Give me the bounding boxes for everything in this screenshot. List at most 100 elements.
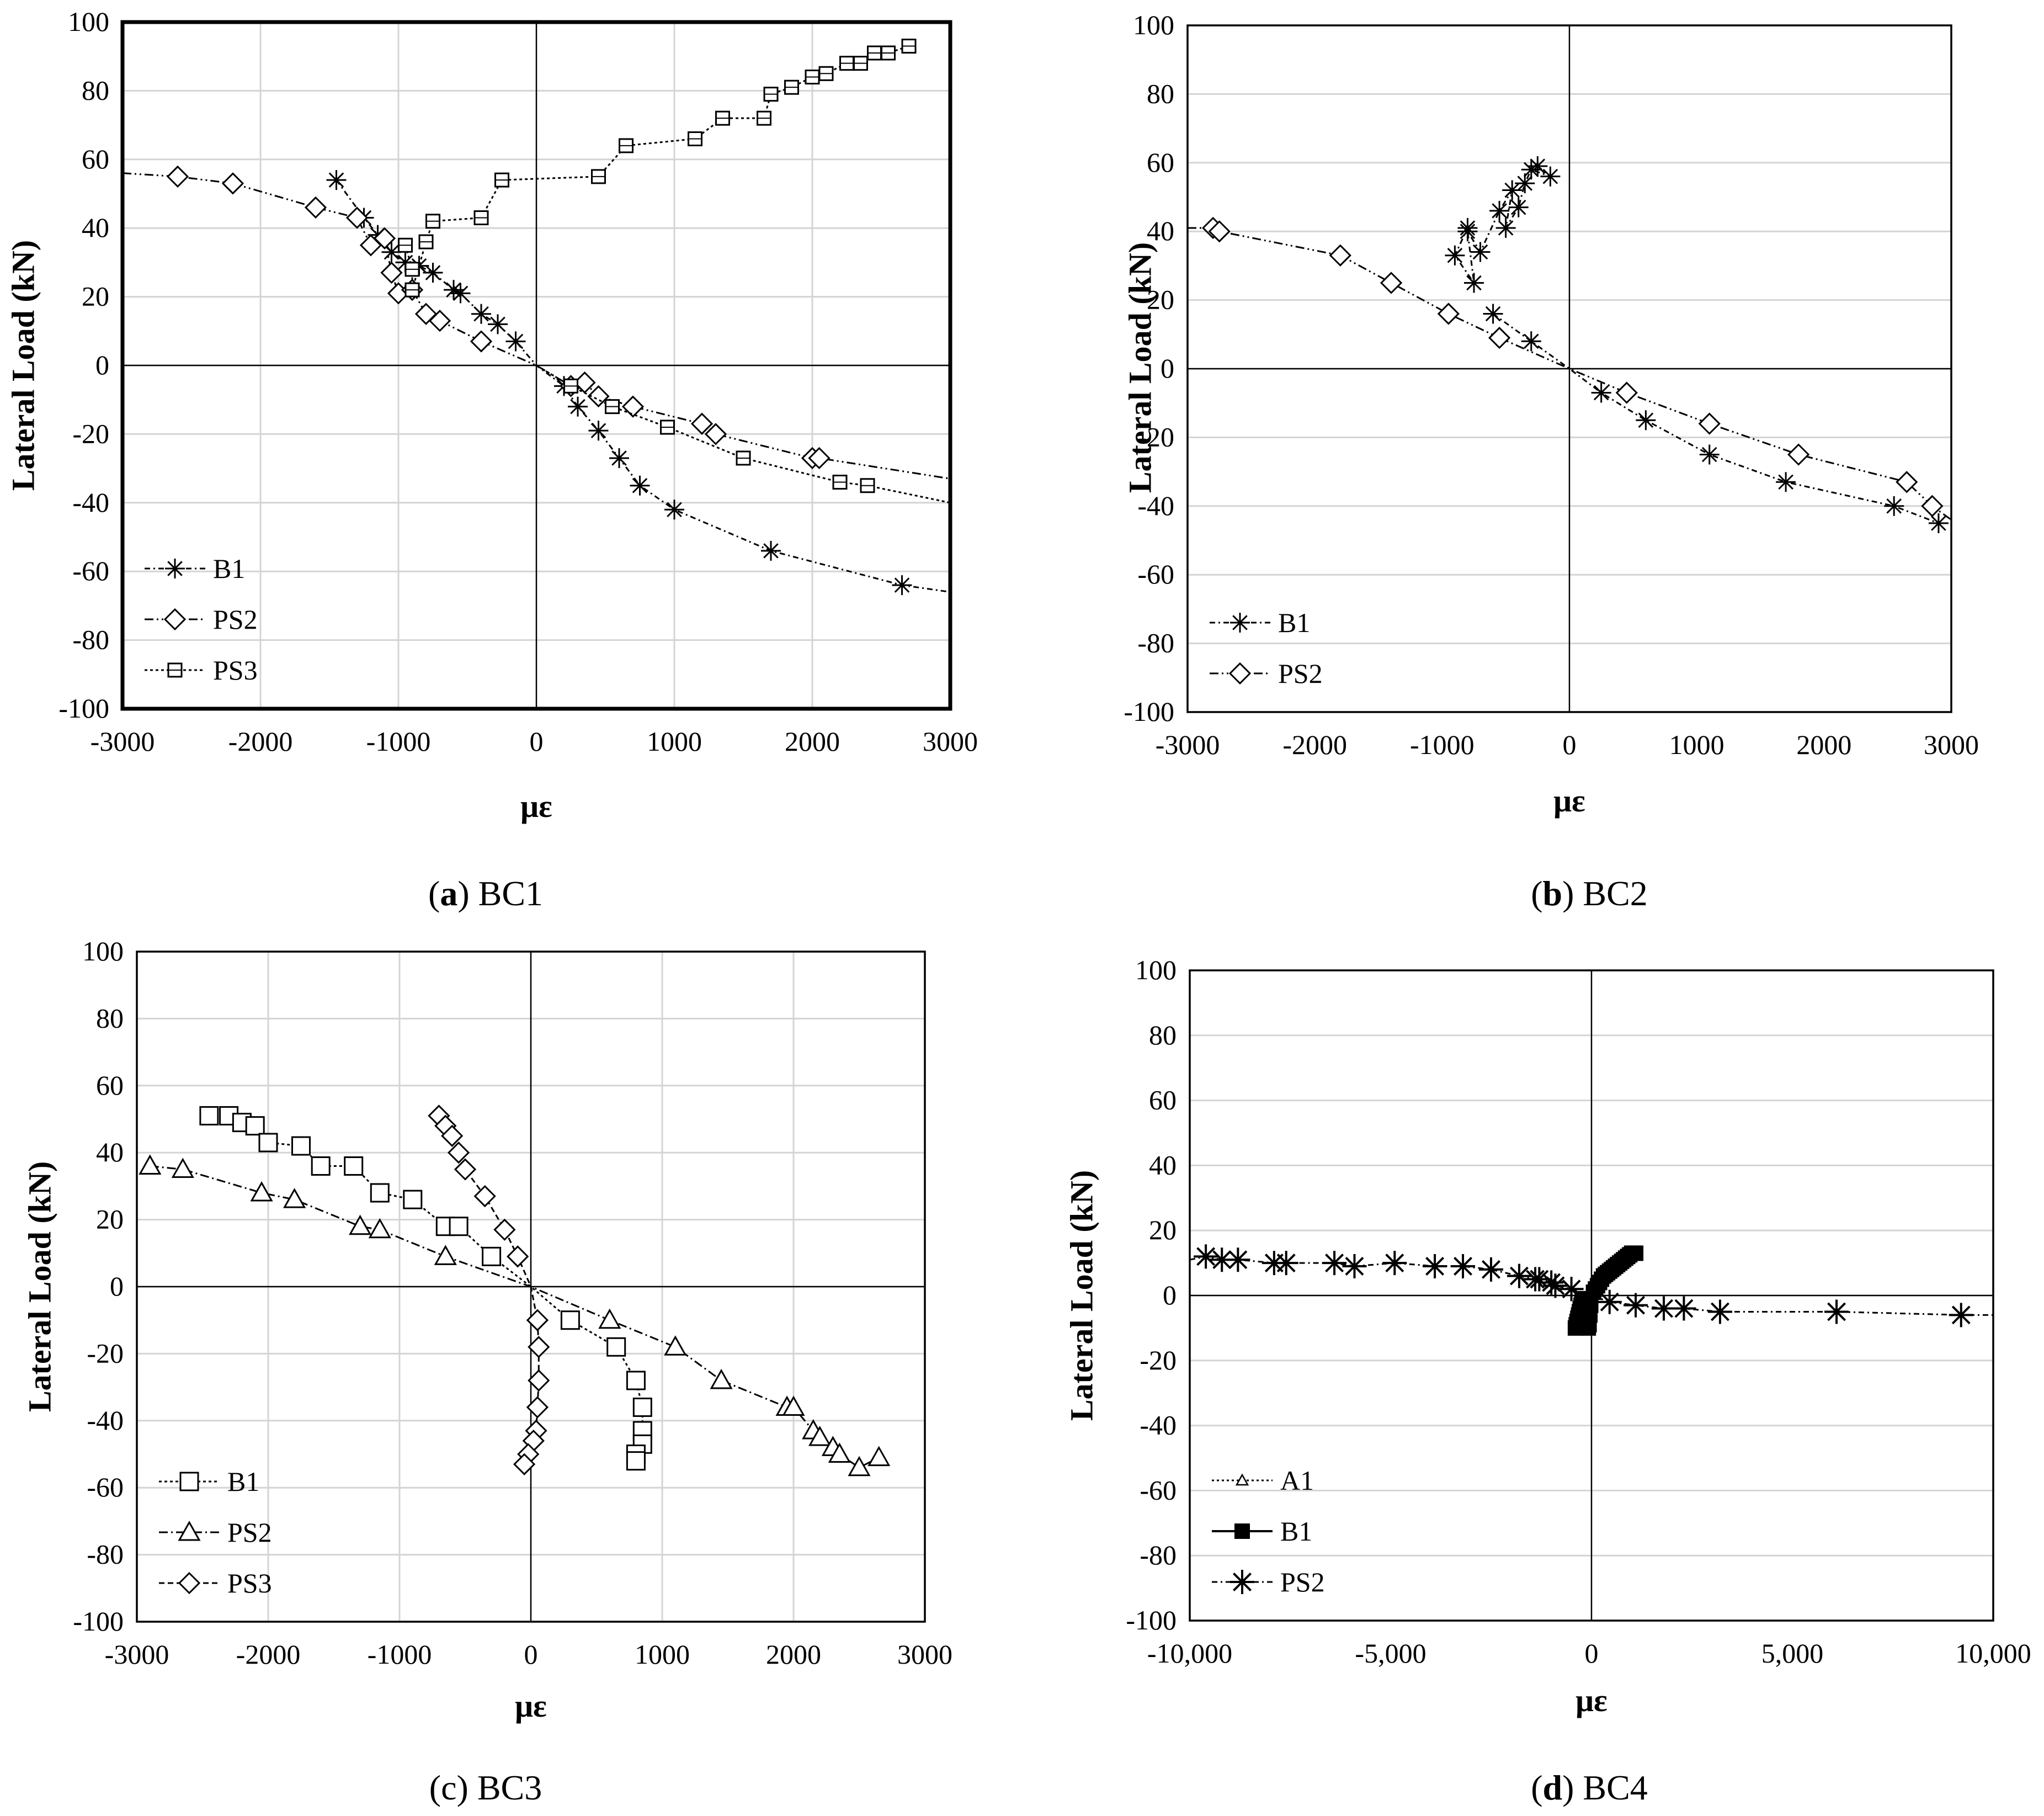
data-point-PS2 (664, 1335, 687, 1356)
y-tick-label: -40 (1140, 1410, 1177, 1441)
y-tick-label: 0 (1163, 1279, 1177, 1310)
y-tick-label: -100 (58, 693, 109, 724)
legend: A1 B1 PS2 (1212, 1465, 1325, 1597)
y-tick-label: -40 (72, 487, 109, 518)
plot-frame (120, 20, 952, 711)
x-axis-title: με (1553, 783, 1585, 819)
data-point-B1 (471, 304, 491, 324)
data-point-PS3 (418, 234, 434, 249)
caption-name: BC4 (1583, 1768, 1647, 1807)
data-point-PS3 (447, 1141, 470, 1164)
data-point-B1 (403, 1190, 423, 1209)
legend-marker-PS3 (178, 1571, 201, 1595)
caption: (c) BC3 (429, 1768, 542, 1807)
y-tick-label: -80 (87, 1539, 124, 1570)
data-point-PS3 (818, 66, 834, 81)
y-tick-label: 80 (1149, 1019, 1177, 1050)
data-point-B1 (630, 475, 650, 496)
data-point-PS3 (454, 1158, 477, 1181)
data-point-PS2 (704, 423, 727, 445)
legend-label-B1: B1 (213, 553, 245, 584)
data-point-PS2 (1824, 1299, 1849, 1324)
y-tick-label: 80 (96, 1002, 124, 1033)
data-point-PS2 (1559, 1277, 1584, 1302)
series-line-PS3 (438, 1115, 540, 1465)
x-tick-label: -5,000 (1355, 1638, 1426, 1669)
data-point-B1 (1540, 166, 1561, 187)
legend-label-PS2: PS2 (227, 1517, 272, 1548)
data-point-PS3 (404, 282, 420, 298)
data-point-PS2 (171, 1157, 194, 1178)
data-point-PS3 (763, 87, 779, 102)
data-point-PS2 (1921, 495, 1944, 517)
caption-letter: c (441, 1768, 456, 1807)
y-tick-label: -60 (1140, 1474, 1177, 1505)
data-point-B1 (664, 500, 684, 520)
chart-panel-a: -100 -80 -60 -40 -20 0 20 40 60 80 100 -3000 -2000 -1… (6, 6, 978, 913)
data-point-PS2 (1787, 443, 1810, 466)
legend-marker-PS2 (178, 1520, 201, 1541)
data-point-B1 (892, 575, 912, 596)
data-point-PS2 (1274, 1251, 1298, 1276)
data-point-PS3 (867, 45, 882, 61)
data-point-PS2 (1423, 1254, 1447, 1278)
x-tick-label: 5,000 (1761, 1638, 1824, 1669)
chart-panel-c: -100 -80 -60 -40 -20 0 20 40 60 80 100 -3000 -2000 -1… (22, 936, 953, 1807)
data-point-PS2 (470, 330, 493, 353)
y-tick-label: 80 (1147, 78, 1174, 109)
data-point-PS2 (1322, 1251, 1347, 1276)
data-point-B1 (1776, 472, 1796, 492)
data-point-PS3 (473, 210, 489, 226)
data-point-PS3 (901, 39, 917, 54)
data-point-PS3 (832, 474, 848, 490)
x-tick-label: 2000 (766, 1639, 821, 1670)
data-point-PS2 (250, 1181, 273, 1202)
y-tick-label: -20 (87, 1337, 124, 1368)
data-point-PS2 (1698, 412, 1721, 435)
data-point-PS2 (1949, 1303, 1973, 1328)
y-tick-label: 60 (1149, 1085, 1177, 1116)
data-point-PS2 (221, 172, 244, 195)
data-point-PS2 (373, 227, 396, 249)
data-point-B1 (311, 1156, 331, 1176)
y-tick-label: 40 (96, 1137, 124, 1167)
plot-frame (1186, 24, 1952, 713)
data-point-PS3 (425, 214, 440, 229)
x-tick-label: 2000 (785, 726, 840, 757)
data-point-B1 (449, 1217, 469, 1236)
series-line-B1 (1492, 313, 1939, 524)
data-point-PS2 (782, 1395, 805, 1416)
data-point-PS3 (528, 1336, 550, 1358)
x-tick-label: 1000 (635, 1639, 690, 1670)
legend-marker-B1 (179, 1472, 199, 1491)
caption: (d) BC4 (1531, 1768, 1648, 1807)
data-point-PS3 (591, 169, 606, 184)
legend-marker-PS2 (163, 608, 187, 631)
data-point-B1 (199, 1106, 219, 1125)
data-point-B1 (482, 1246, 502, 1266)
data-point-B1 (1583, 1297, 1599, 1313)
y-tick-label: 20 (82, 281, 109, 312)
legend-label-A1: A1 (1280, 1465, 1314, 1496)
y-tick-label: -40 (87, 1405, 124, 1436)
y-tick-label: -60 (1137, 559, 1174, 590)
data-point-B1 (1445, 245, 1465, 266)
data-point-PS3 (881, 45, 896, 61)
data-point-PS2 (1437, 302, 1460, 325)
data-point-B1 (423, 263, 443, 283)
data-point-PS2 (828, 1442, 851, 1463)
legend-label-B1: B1 (1278, 607, 1310, 638)
legend-marker-PS2 (1228, 662, 1252, 685)
data-point-PS3 (605, 399, 620, 415)
data-point-PS2 (1707, 1299, 1732, 1324)
data-point-PS3 (688, 131, 702, 146)
data-point-PS3 (493, 1218, 516, 1241)
data-point-PS3 (660, 420, 675, 435)
legend-marker-A1 (1235, 1473, 1249, 1486)
y-tick-label: -80 (1140, 1539, 1177, 1570)
y-tick-label: -100 (1124, 696, 1174, 727)
x-tick-label: -3000 (105, 1639, 169, 1670)
data-point-PS3 (526, 1309, 549, 1331)
data-point-PS3 (860, 478, 875, 493)
data-point-B1 (1636, 410, 1656, 431)
